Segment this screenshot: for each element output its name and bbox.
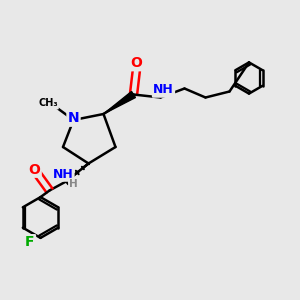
Text: NH: NH: [52, 167, 74, 181]
Polygon shape: [103, 92, 136, 114]
Text: CH₃: CH₃: [38, 98, 58, 109]
Text: O: O: [130, 56, 142, 70]
Text: N: N: [68, 112, 79, 125]
Text: H: H: [69, 179, 78, 189]
Text: O: O: [28, 163, 40, 176]
Text: F: F: [25, 236, 35, 249]
Text: NH: NH: [153, 83, 174, 97]
